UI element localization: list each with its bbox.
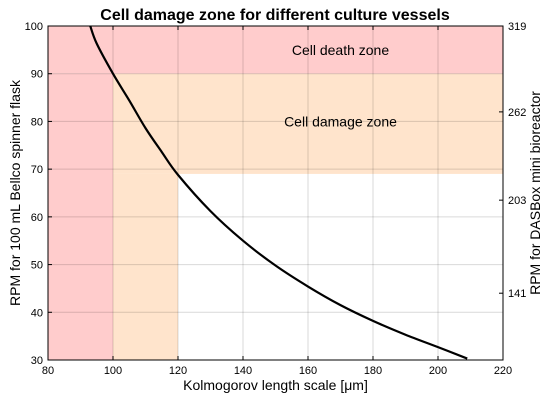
x-tick-label: 180	[364, 365, 382, 377]
zone-rect-2	[113, 73, 503, 174]
x-axis-label: Kolmogorov length scale [μm]	[183, 377, 368, 393]
zone-label-1: Cell damage zone	[284, 113, 397, 129]
series-line-0	[89, 25, 468, 360]
y-right-ticks: 141 203 262 319	[499, 21, 526, 300]
x-tick-label: 200	[429, 365, 447, 377]
y-right-tick-label: 141	[508, 288, 526, 300]
zone-labels: Cell death zone Cell damage zone	[284, 42, 397, 130]
y-tick-label: 100	[25, 21, 43, 33]
y-right-tick-label: 203	[508, 195, 526, 207]
zones	[48, 26, 503, 360]
y-tick-label: 60	[31, 212, 43, 224]
x-tick-label: 120	[169, 365, 187, 377]
series	[89, 25, 468, 360]
y-right-tick-label: 262	[508, 107, 526, 119]
x-tick-label: 140	[234, 365, 252, 377]
x-ticks: 80 100 120 140 160 180 200 220	[42, 26, 512, 377]
x-tick-label: 100	[104, 365, 122, 377]
y-tick-label: 80	[31, 116, 43, 128]
zone-label-0: Cell death zone	[292, 42, 390, 58]
y-axis-label: RPM for 100 mL Bellco spinner flask	[7, 79, 23, 306]
chart-title: Cell damage zone for different culture v…	[100, 7, 450, 24]
zone-rect-3	[113, 173, 178, 360]
zone-rect-1	[48, 73, 113, 360]
y-tick-label: 40	[31, 307, 43, 319]
y-tick-label: 70	[31, 164, 43, 176]
y-tick-label: 90	[31, 69, 43, 81]
zone-rect-0	[48, 26, 503, 74]
y-right-tick-label: 319	[508, 21, 526, 33]
y-ticks: 30 40 50 60 70 80 90 100	[25, 21, 52, 367]
x-tick-label: 80	[42, 365, 54, 377]
x-tick-label: 160	[299, 365, 317, 377]
y-axis-right-label: RPM for DASBox mini bioreactor	[527, 91, 543, 295]
y-tick-label: 50	[31, 260, 43, 272]
plot-frame	[47, 25, 504, 361]
y-tick-label: 30	[31, 355, 43, 367]
x-tick-label: 220	[494, 365, 512, 377]
